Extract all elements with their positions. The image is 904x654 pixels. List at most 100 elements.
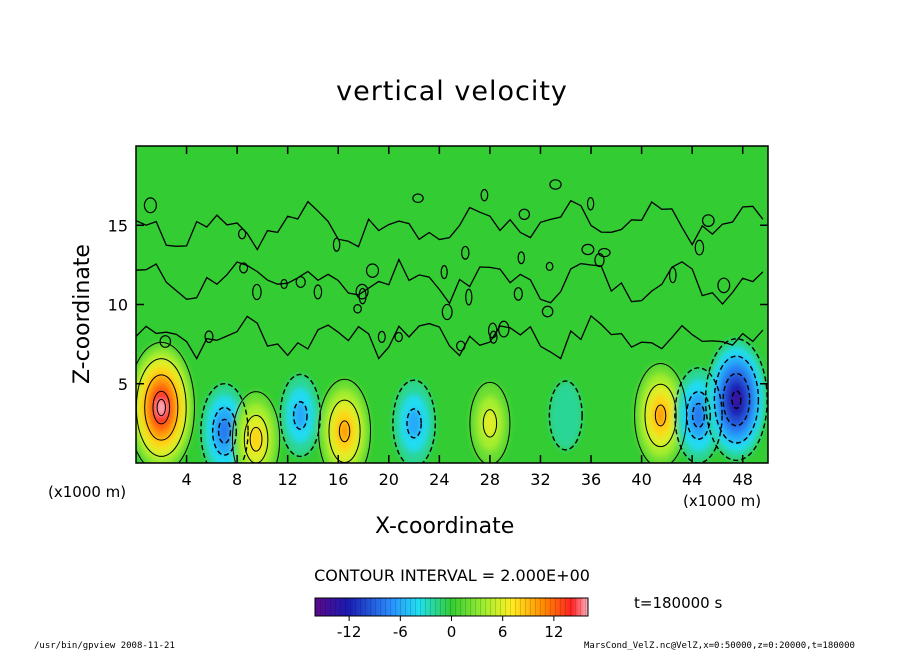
contour-line <box>143 197 157 214</box>
contour-line <box>644 383 677 448</box>
x-tick-label: 40 <box>631 470 651 489</box>
contour-line <box>365 263 380 278</box>
colorbar-levels <box>315 598 588 616</box>
field-cell <box>483 409 497 438</box>
contour-line <box>713 355 760 444</box>
x-tick-label: 36 <box>581 470 601 489</box>
plot-area <box>136 146 768 463</box>
contour-line <box>548 380 583 451</box>
contour-line <box>517 251 526 265</box>
contour-line <box>482 409 498 438</box>
footer-source: MarsCond_VelZ.nc@VelZ,x=0:50000,z=0:2000… <box>584 641 855 651</box>
colorbar-tick-label: -12 <box>337 623 362 641</box>
contour-line <box>136 199 764 251</box>
x-tick-label: 24 <box>429 470 449 489</box>
contour-line <box>318 378 372 463</box>
contour-line <box>412 193 424 204</box>
contour-line <box>731 390 742 409</box>
contour-line <box>597 247 611 258</box>
footer-command: /usr/bin/gpview 2008-11-21 <box>34 641 175 651</box>
colorbar-tick-label: 12 <box>544 623 563 641</box>
field-cell <box>339 420 350 442</box>
contour-line <box>654 404 667 427</box>
contour-line <box>136 314 764 360</box>
x-unit-label-left: (x1000 m) <box>48 483 127 501</box>
contour-line <box>252 283 262 301</box>
contour-line <box>217 418 232 444</box>
x-axis-label: X-coordinate <box>375 514 515 539</box>
field-cell <box>218 419 231 444</box>
contour-line <box>152 390 171 425</box>
colorbar: -12 -6 0 6 12 <box>314 597 589 641</box>
field-cell <box>293 401 308 430</box>
x-tick-label: 28 <box>480 470 500 489</box>
contour-line <box>136 341 195 463</box>
contour-line <box>513 287 523 301</box>
y-tick-label: 15 <box>108 216 128 235</box>
contour-line <box>243 414 269 463</box>
contour-line <box>704 338 768 462</box>
contour-line <box>461 245 470 260</box>
colorbar-tick-label: 0 <box>447 623 457 641</box>
contour-line <box>156 398 166 417</box>
contour-line <box>332 237 341 252</box>
contour-line <box>211 406 237 456</box>
contour-line <box>239 262 249 274</box>
x-tick-label: 20 <box>379 470 399 489</box>
field-cell <box>692 403 705 428</box>
contour-line <box>674 367 723 463</box>
contour-line <box>465 288 473 306</box>
contour-line <box>249 426 263 452</box>
contour-line <box>237 228 247 240</box>
x-tick-label: 12 <box>278 470 298 489</box>
x-tick-label: 44 <box>682 470 702 489</box>
contour-line <box>144 374 179 441</box>
contour-line <box>518 208 531 221</box>
contour-line <box>549 179 562 190</box>
contour-line <box>469 381 511 463</box>
x-unit-label-right: (x1000 m) <box>683 492 762 510</box>
contour-line <box>159 335 172 348</box>
field-cell <box>250 427 262 452</box>
y-tick-label: 10 <box>108 296 128 315</box>
contour-line <box>394 331 403 343</box>
contour-line <box>480 188 489 202</box>
contour-line <box>204 330 214 344</box>
contour-line <box>353 303 362 314</box>
x-tick-label: 32 <box>530 470 550 489</box>
contour-line <box>541 305 554 318</box>
time-label: t=180000 s <box>634 594 723 612</box>
field-cell <box>157 399 166 416</box>
contour-line <box>668 266 677 284</box>
contour-line <box>377 330 386 344</box>
contour-line <box>701 214 715 227</box>
contour-line <box>694 239 705 256</box>
contour-line <box>440 265 448 280</box>
contour-line <box>338 420 351 443</box>
contour-line <box>456 340 466 352</box>
contour-line <box>489 330 498 344</box>
x-tick-label: 48 <box>733 470 753 489</box>
contour-line <box>406 408 422 439</box>
colorbar-tick-label: 6 <box>498 623 508 641</box>
colorbar-tick-label: -6 <box>393 623 408 641</box>
contour-line <box>581 243 595 256</box>
field-cell <box>406 408 422 438</box>
contour-line <box>717 277 731 294</box>
contour-line <box>685 390 711 440</box>
contour-line <box>392 379 436 463</box>
field-cell <box>655 405 666 426</box>
x-tick-label: 8 <box>232 470 242 489</box>
contour-line <box>295 276 306 288</box>
contour-line <box>487 322 498 339</box>
contour-line <box>292 401 308 430</box>
contour-line <box>722 372 751 427</box>
contour-line <box>355 283 369 300</box>
contour-line <box>313 284 323 300</box>
x-tick-label: 16 <box>328 470 348 489</box>
contour-line <box>586 196 595 211</box>
field-cell <box>732 390 741 409</box>
contour-line <box>691 402 706 429</box>
contour-line <box>498 320 510 338</box>
